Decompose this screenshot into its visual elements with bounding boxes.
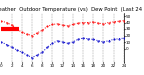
Title: Milwaukee Weather  Outdoor Temperature (vs)  Dew Point  (Last 24 Hours): Milwaukee Weather Outdoor Temperature (v… — [0, 7, 144, 12]
